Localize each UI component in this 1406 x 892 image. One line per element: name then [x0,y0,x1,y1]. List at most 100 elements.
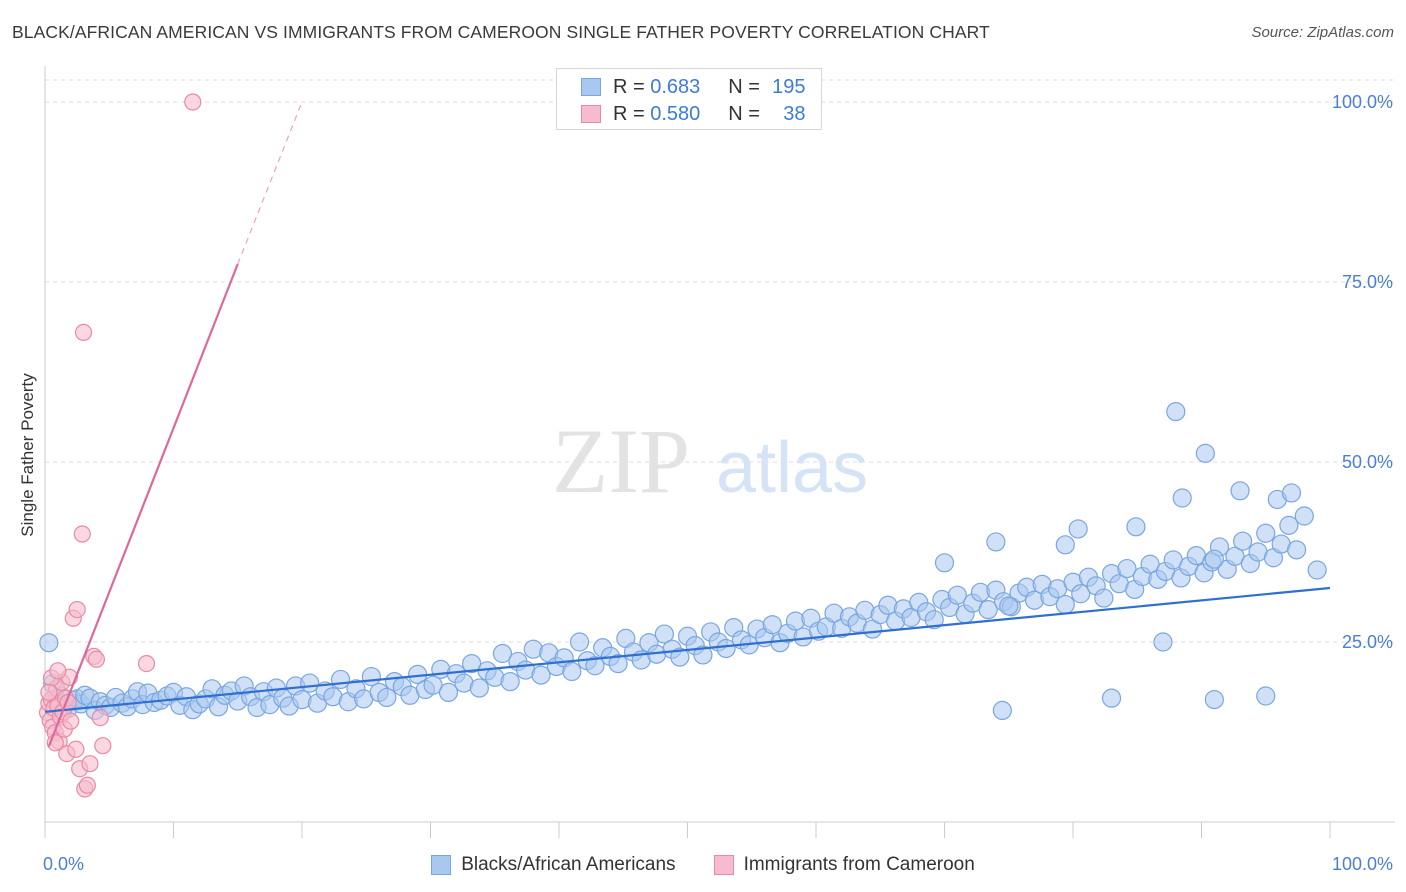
series-legend-swatch-blue [431,855,452,875]
data-point-blacks [1153,632,1173,652]
legend-n-label: N = [728,75,760,98]
data-point-blacks [992,700,1012,721]
data-point-blacks [585,656,605,676]
trend-lines [44,101,1331,747]
data-point-blacks [1094,588,1114,608]
legend-row-cameroon: R = 0.580 N = 38 [581,102,806,126]
data-point-blacks [1071,584,1091,604]
data-point-blacks [1101,688,1122,708]
data-point-cameroon [87,650,106,668]
data-point-blacks [1286,540,1307,560]
data-point-blacks [1307,560,1327,580]
legend-r-label: R = [613,102,645,125]
data-point-blacks [762,615,782,635]
data-point-blacks [999,596,1019,616]
legend-swatch-pink [581,105,601,123]
y-tick-label: 25.0% [1342,632,1393,652]
data-point-blacks [500,671,520,692]
data-point-blacks [1233,531,1253,551]
data-point-blacks [1279,515,1299,535]
x-tick-label: 0.0% [43,854,84,874]
data-point-blacks [492,643,513,664]
legend-n-value: 195 [772,75,806,98]
data-point-blacks [608,653,628,674]
data-point-cameroon [67,740,85,758]
data-point-blacks [1195,443,1215,463]
legend-r-value: 0.580 [650,102,701,125]
data-point-blacks [1140,554,1160,574]
trend-line-blacks [44,586,1331,713]
data-point-cameroon [184,93,202,111]
data-point-blacks [1126,517,1146,537]
data-point-cameroon [81,755,99,773]
data-point-blacks [1281,483,1302,503]
series-legend-cameroon: Immigrants from Cameroon [713,854,975,876]
watermark-atlas: atlas [716,428,868,508]
chart-title: BLACK/AFRICAN AMERICAN VS IMMIGRANTS FRO… [12,22,990,42]
data-point-blacks [1256,523,1276,543]
data-point-blacks [1294,506,1314,526]
legend-n-label: N = [728,102,760,125]
y-tick-label: 75.0% [1342,272,1393,292]
correlation-legend: R = 0.683 N = 195 R = 0.580 N = 38 [556,68,822,130]
data-point-blacks [1172,488,1192,508]
axes [44,66,1395,838]
watermark-zip: ZIP [552,410,690,512]
legend-n-value: 38 [783,102,806,125]
data-point-blacks [934,553,955,573]
data-point-blacks [377,687,397,708]
data-point-cameroon [62,712,80,730]
legend-swatch-blue [581,78,601,96]
data-point-blacks [1225,546,1245,566]
data-point-cameroon [94,737,112,755]
data-point-blacks [978,599,998,620]
data-point-blacks [438,682,459,703]
data-point-blacks [462,653,482,674]
x-tick-label: 100.0% [1332,854,1393,874]
data-point-blacks [330,669,351,690]
y-tick-label: 50.0% [1342,452,1393,472]
y-tick-label: 100.0% [1332,92,1393,112]
series-legend-swatch-pink [713,855,734,875]
data-point-blacks [716,638,736,659]
data-point-blacks [469,678,489,698]
series-legend-label: Immigrants from Cameroon [743,854,975,875]
data-point-blacks [1204,689,1224,710]
data-point-cameroon [40,683,58,702]
data-point-cameroon [68,600,86,619]
data-point-blacks [1055,594,1075,615]
legend-r-label: R = [613,75,645,98]
data-point-cameroon [137,654,156,673]
series-cameroon-points [38,93,202,798]
data-point-blacks [39,633,59,653]
legend-row-blacks: R = 0.683 N = 195 [581,75,806,99]
series-legend-blacks: Blacks/African Americans [431,854,676,876]
data-point-blacks [361,666,381,687]
trend-line-cameroon-extension [237,101,303,265]
data-point-blacks [924,610,944,630]
data-point-cameroon [78,776,97,794]
data-point-cameroon [73,525,91,543]
data-point-blacks [1204,549,1224,569]
data-point-blacks [569,632,590,652]
data-point-blacks [654,624,674,644]
data-point-blacks [947,585,967,605]
source-label: Source: ZipAtlas.com [1251,24,1394,41]
data-point-blacks [531,665,551,685]
data-point-blacks [1117,558,1137,579]
series-legend-label: Blacks/African Americans [461,854,676,875]
data-point-blacks [1230,481,1250,501]
data-point-blacks [562,661,582,682]
data-point-blacks [423,675,443,695]
trend-line-cameroon [47,263,239,747]
data-point-blacks [1166,402,1186,422]
data-point-blacks [986,532,1006,552]
data-point-blacks [1256,686,1276,706]
data-point-blacks [670,647,690,667]
data-point-cameroon [49,662,67,680]
data-point-blacks [1068,519,1088,539]
tick-labels: 100.0% 75.0% 50.0% 25.0% 0.0% 100.0% [43,92,1393,874]
data-point-blacks [1055,535,1075,555]
data-point-blacks [693,645,713,665]
series-legend: Blacks/African Americans Immigrants from… [0,852,1406,878]
